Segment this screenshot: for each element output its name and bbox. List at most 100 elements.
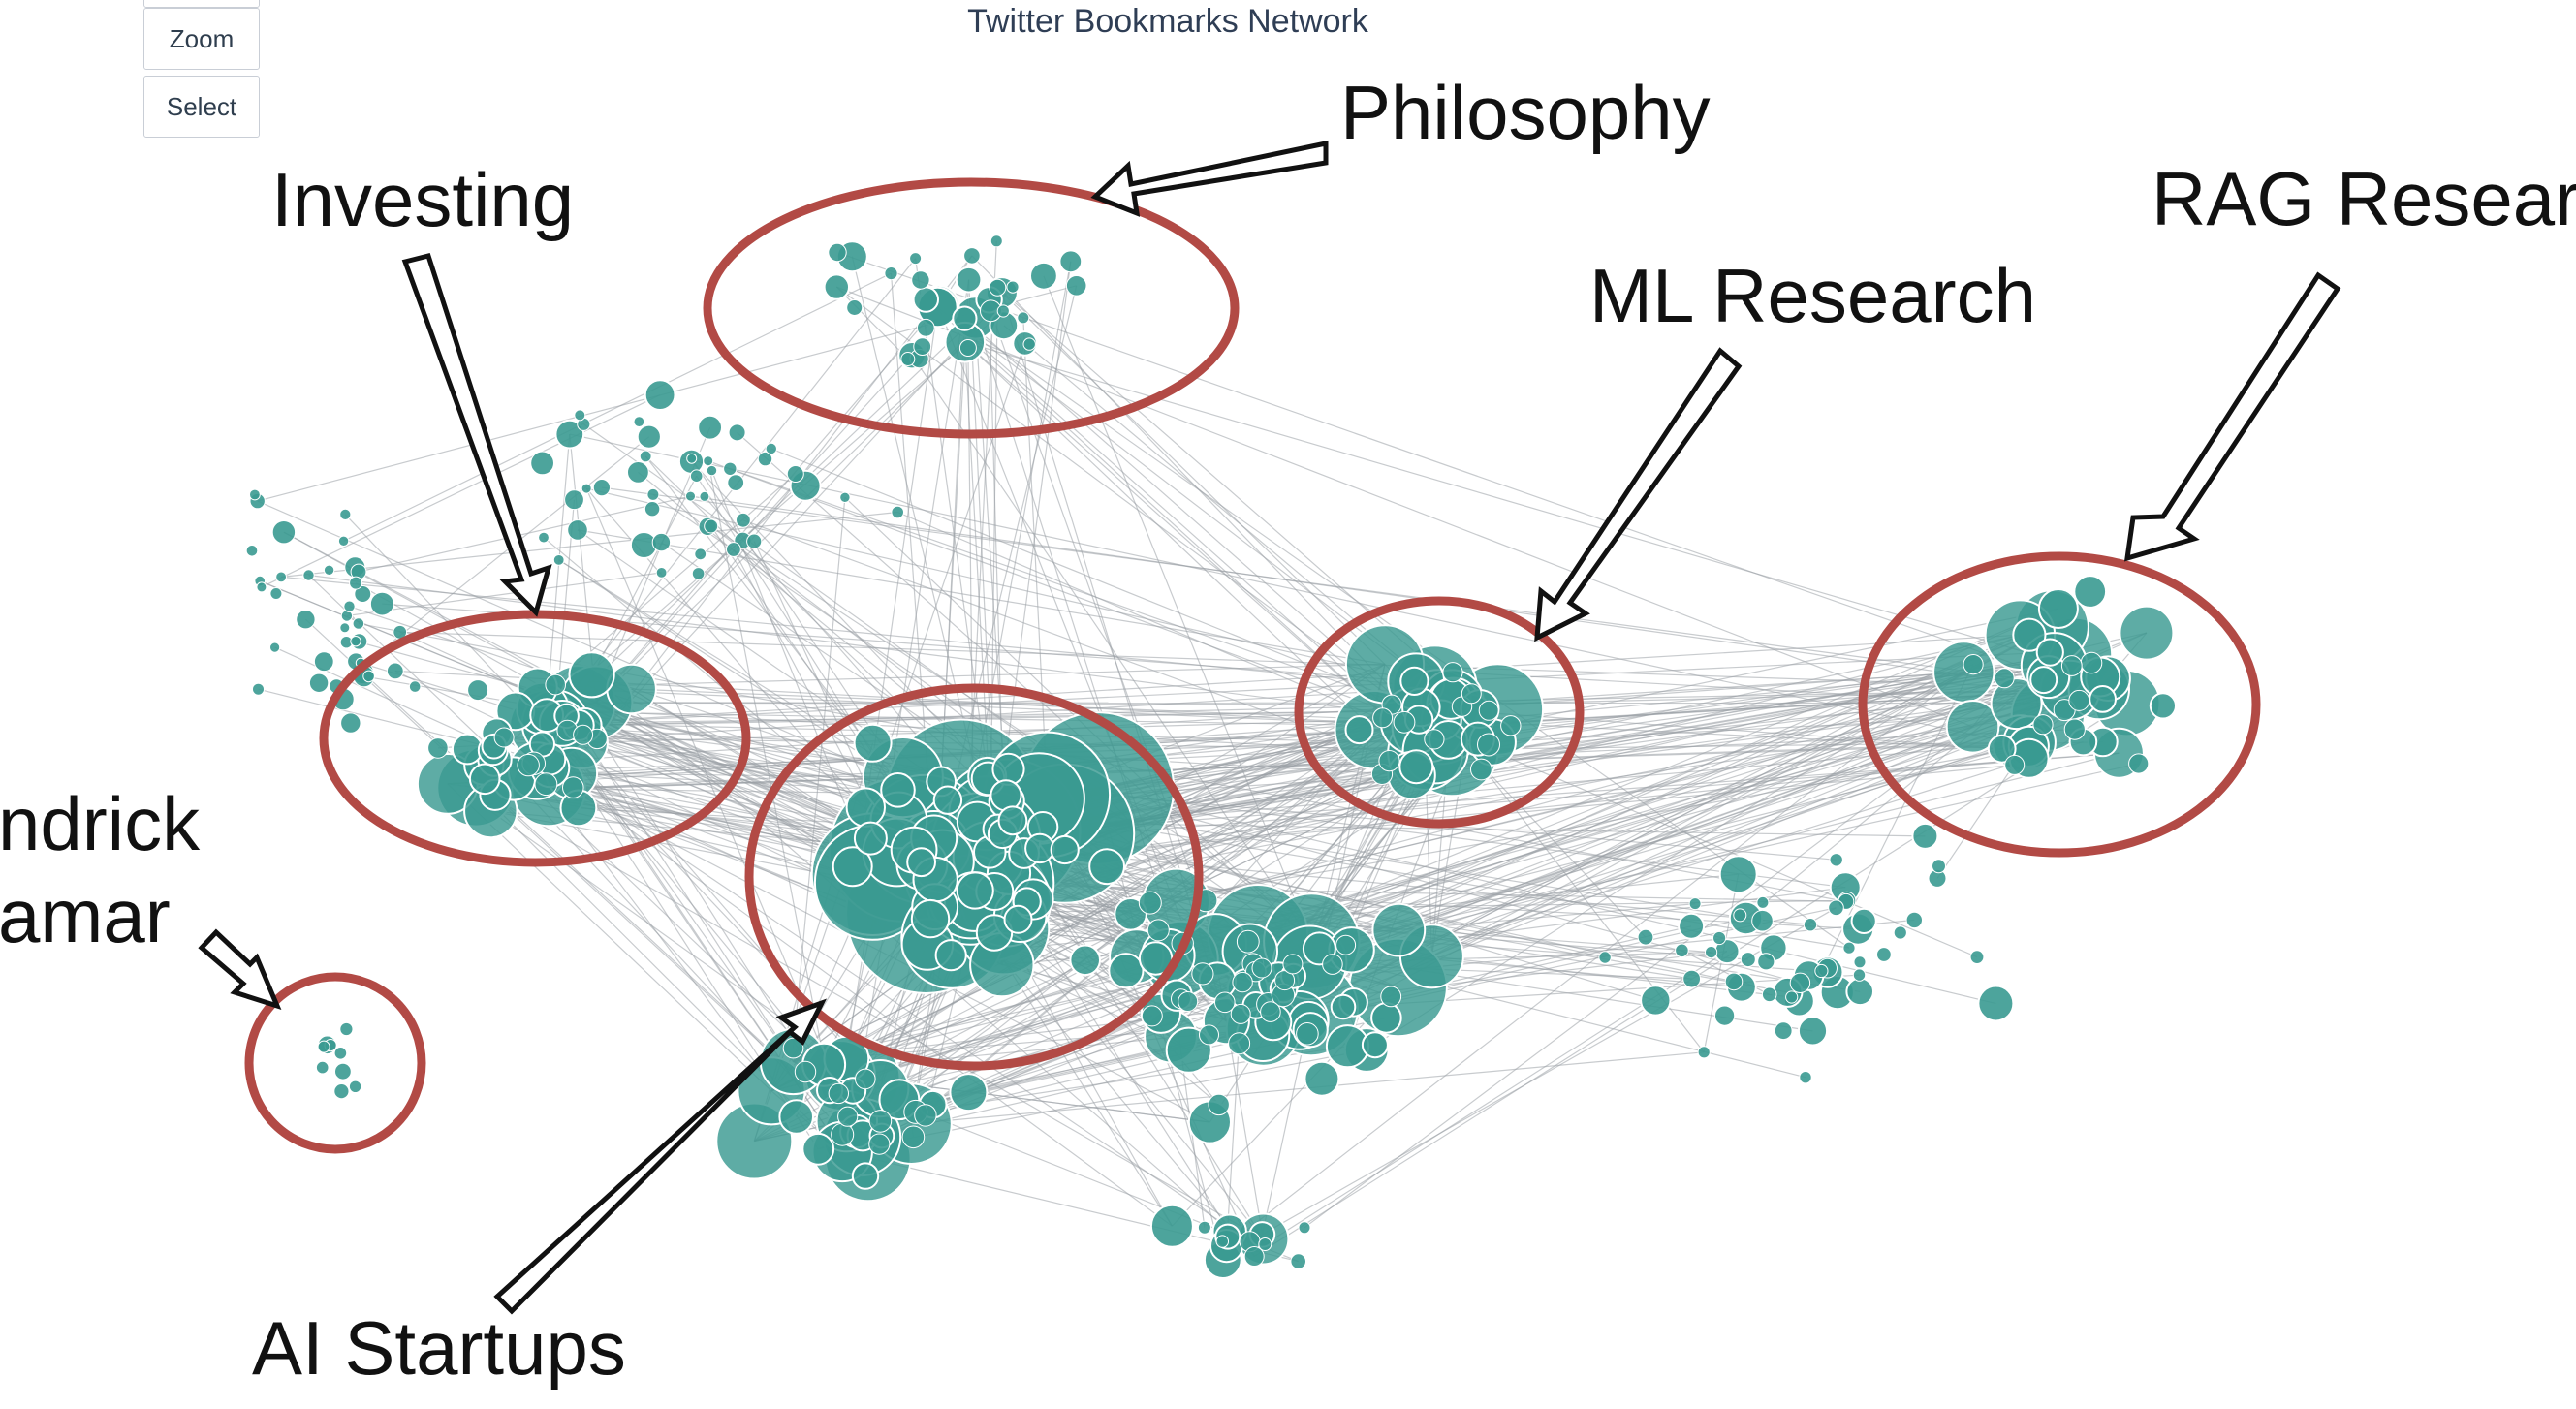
network-node[interactable] <box>1114 897 1147 931</box>
network-node[interactable] <box>704 518 719 534</box>
network-node[interactable] <box>955 266 983 294</box>
network-node[interactable] <box>592 479 612 497</box>
network-node[interactable] <box>644 379 676 412</box>
toolbar-button-partial[interactable] <box>143 0 260 8</box>
network-node[interactable] <box>845 787 886 828</box>
network-node[interactable] <box>900 352 916 366</box>
network-node[interactable] <box>1945 700 2000 754</box>
network-node[interactable] <box>1797 1016 1829 1047</box>
network-node[interactable] <box>782 1037 804 1059</box>
network-node[interactable] <box>686 453 698 464</box>
network-node[interactable] <box>1990 677 2043 731</box>
network-node[interactable] <box>1370 1002 1402 1034</box>
network-node[interactable] <box>723 461 738 476</box>
network-node[interactable] <box>538 531 550 544</box>
network-node[interactable] <box>517 753 540 777</box>
network-node[interactable] <box>644 501 661 517</box>
network-node[interactable] <box>698 415 722 440</box>
network-node[interactable] <box>1828 899 1844 917</box>
network-node[interactable] <box>1178 991 1199 1012</box>
network-node[interactable] <box>468 763 501 796</box>
network-node[interactable] <box>1963 654 1984 675</box>
network-node[interactable] <box>891 505 905 519</box>
network-node[interactable] <box>313 651 334 673</box>
network-node[interactable] <box>851 1162 880 1190</box>
network-node[interactable] <box>2004 754 2026 775</box>
network-node[interactable] <box>990 235 1003 248</box>
network-node[interactable] <box>2068 689 2090 711</box>
network-node[interactable] <box>573 724 594 745</box>
network-node[interactable] <box>786 465 804 483</box>
network-node[interactable] <box>362 670 375 683</box>
network-node[interactable] <box>1380 986 1402 1008</box>
network-node[interactable] <box>1500 715 1522 736</box>
network-node[interactable] <box>568 651 615 699</box>
network-node[interactable] <box>1761 986 1777 1003</box>
network-node[interactable] <box>269 587 283 600</box>
network-node[interactable] <box>1149 1204 1194 1248</box>
network-node[interactable] <box>2089 685 2118 713</box>
network-node[interactable] <box>837 1106 859 1127</box>
network-node[interactable] <box>2060 655 2083 676</box>
network-node[interactable] <box>909 252 923 266</box>
network-node[interactable] <box>958 339 977 357</box>
network-node[interactable] <box>1911 822 1939 850</box>
network-node[interactable] <box>1714 1005 1736 1026</box>
network-node[interactable] <box>534 772 558 797</box>
network-node[interactable] <box>1029 261 1058 291</box>
network-node[interactable] <box>728 423 746 442</box>
select-button[interactable]: Select <box>143 76 260 138</box>
network-node[interactable] <box>1757 953 1775 971</box>
network-node[interactable] <box>1069 944 1101 977</box>
network-node[interactable] <box>1712 930 1727 946</box>
network-node[interactable] <box>1361 1031 1389 1059</box>
network-node[interactable] <box>333 1083 350 1100</box>
network-node[interactable] <box>1477 733 1500 757</box>
network-node[interactable] <box>1298 1221 1311 1235</box>
network-node[interactable] <box>1108 953 1145 989</box>
network-node[interactable] <box>2073 575 2108 609</box>
network-node[interactable] <box>340 712 361 734</box>
network-node[interactable] <box>1371 902 1427 957</box>
network-node[interactable] <box>699 490 710 502</box>
network-node[interactable] <box>990 779 1022 812</box>
network-node[interactable] <box>337 535 350 547</box>
network-node[interactable] <box>1987 734 2017 764</box>
network-node[interactable] <box>832 846 873 888</box>
network-node[interactable] <box>855 1068 876 1090</box>
network-node[interactable] <box>552 554 565 566</box>
network-node[interactable] <box>2035 638 2064 667</box>
network-node[interactable] <box>651 532 672 552</box>
network-node[interactable] <box>308 673 330 693</box>
network-node[interactable] <box>249 488 261 501</box>
network-node[interactable] <box>726 542 741 557</box>
network-node[interactable] <box>778 1099 815 1135</box>
network-node[interactable] <box>1678 912 1706 940</box>
network-node[interactable] <box>703 455 714 467</box>
network-node[interactable] <box>1372 707 1394 729</box>
network-node[interactable] <box>302 569 315 581</box>
network-node[interactable] <box>1322 954 1343 975</box>
network-node[interactable] <box>1017 311 1030 325</box>
network-node[interactable] <box>1228 1032 1251 1055</box>
network-node[interactable] <box>1059 250 1083 273</box>
network-node[interactable] <box>269 642 281 653</box>
network-node[interactable] <box>1335 934 1357 955</box>
network-node[interactable] <box>952 305 978 331</box>
network-node[interactable] <box>343 600 356 612</box>
network-node[interactable] <box>1799 1071 1812 1084</box>
network-node[interactable] <box>1932 641 1995 704</box>
network-node[interactable] <box>1598 951 1612 964</box>
network-node[interactable] <box>1236 929 1260 954</box>
network-node[interactable] <box>828 1082 849 1105</box>
network-node[interactable] <box>2029 666 2058 695</box>
network-node[interactable] <box>1424 729 1445 750</box>
network-node[interactable] <box>271 520 297 545</box>
network-node[interactable] <box>2080 651 2103 674</box>
network-node[interactable] <box>1842 941 1856 955</box>
network-node[interactable] <box>1290 1253 1306 1269</box>
network-node[interactable] <box>1682 969 1701 988</box>
network-node[interactable] <box>646 487 660 501</box>
network-node[interactable] <box>1470 758 1492 781</box>
network-node[interactable] <box>1853 955 1867 969</box>
